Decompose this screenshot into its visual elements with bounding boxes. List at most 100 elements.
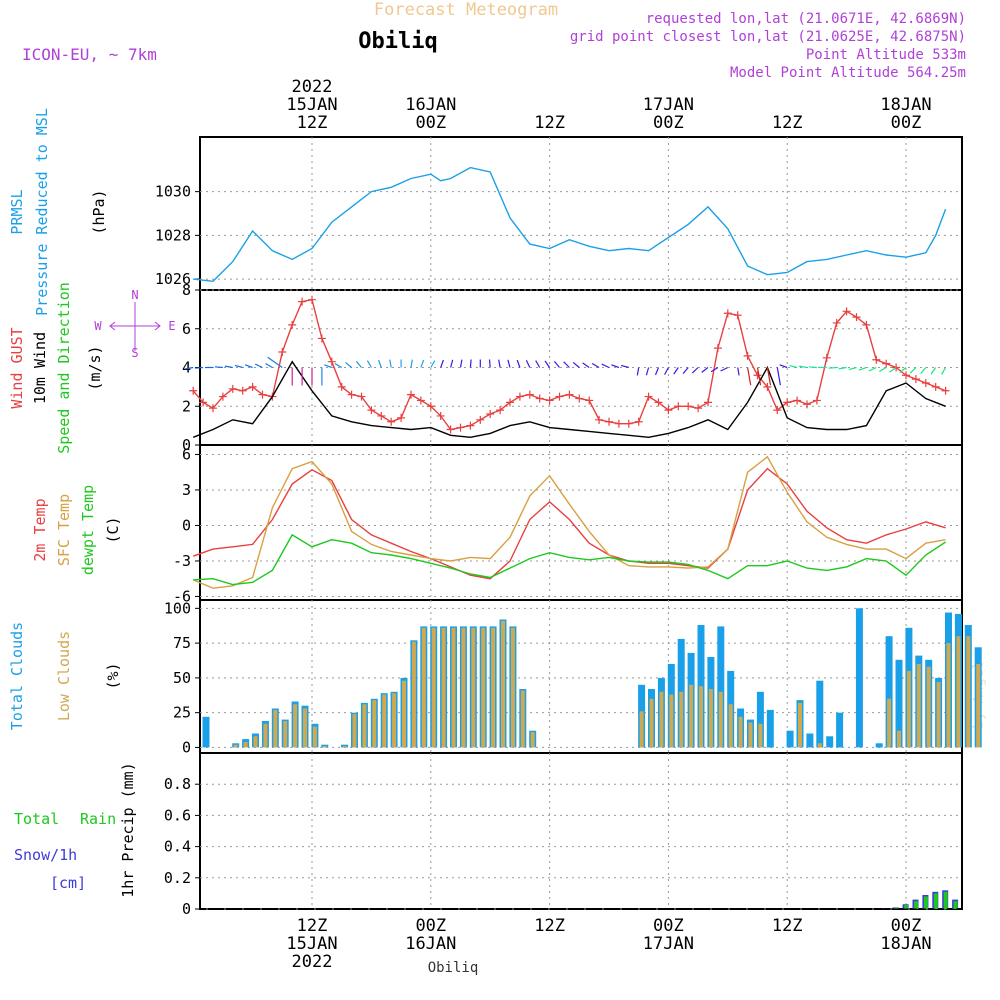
low-cloud-bar [471,627,476,748]
clouds-ytick-label: 100 [164,599,191,617]
gust-marker [189,386,198,395]
top-date-label: 15JAN [286,95,337,115]
wind-direction-arrow [673,367,679,375]
low-cloud-bar [501,620,505,748]
total-clouds-label: Total Clouds [8,622,26,730]
low-cloud-bar [402,680,406,748]
low-cloud-bar [461,627,466,748]
low-cloud-bar [758,723,763,748]
bottom-hour-label: 00Z [653,916,684,936]
gust-marker [862,320,871,329]
wind-direction-arrow [516,359,521,368]
wind-direction-label: Speed and Direction [55,282,73,454]
wind-direction-arrow [355,361,362,368]
wind-direction-arrow [430,360,436,368]
gust-marker [377,411,386,420]
wind-direction-arrow [848,366,857,371]
low-cloud-bar [926,666,931,748]
wind-direction-arrow [267,356,283,368]
low-cloud-bar [738,716,743,748]
gust-marker [882,359,891,368]
rain-bar [953,901,958,909]
low-cloud-bar [887,698,892,748]
low-cloud-bar [669,694,674,748]
clouds-ytick-label: 50 [173,669,191,687]
low-cloud-bar [372,700,377,748]
wind-direction-arrow [737,367,740,376]
gust-marker [436,411,445,420]
bottom-hour-label: 12Z [297,916,328,936]
gust-marker [327,357,336,366]
wind-direction-arrow [195,366,204,369]
low-cloud-bar [708,689,713,748]
wind-direction-arrow [553,361,560,368]
footer-location: Obiliq [428,960,479,976]
gust-marker [496,406,505,415]
wind-direction-arrow [611,364,620,369]
wind-direction-arrow [838,366,847,370]
low-cloud-bar [916,664,921,748]
gust-marker [743,351,752,360]
wind-ytick-label: 8 [182,281,191,299]
gust-marker [565,390,574,399]
gust-marker [298,297,307,306]
wind-10m-label: 10m Wind [31,332,49,404]
precip-ytick-label: 0.4 [164,838,191,856]
gust-marker [941,386,950,395]
pressure-ytick-label: 1026 [155,270,191,288]
bottom-date-label: 18JAN [880,934,931,954]
gust-marker [674,402,683,411]
wind-direction-arrow [378,359,382,368]
wind-ytick-label: 0 [182,436,191,454]
wind-direction-arrow [941,367,947,375]
temperature-ytick-label: 3 [182,481,191,499]
total-rain-label-total: Total [14,810,59,828]
gust-marker [753,371,762,380]
top-hour-label: 12Z [534,113,565,133]
gust-marker [575,394,584,403]
low-cloud-bar [481,627,486,748]
bottom-hour-label: 00Z [891,916,922,936]
low-cloud-bar [342,746,347,748]
wind-direction-arrow [645,367,650,376]
low-cloud-bar [976,664,981,748]
wind-direction-arrow [389,359,392,368]
gust-marker [535,394,544,403]
bottom-year-label: 2022 [292,952,333,972]
cloud-unit-label: (%) [104,662,122,689]
gust-marker [911,375,920,384]
gust-marker [605,417,613,426]
low-cloud-bar [352,714,357,748]
gust-marker [426,402,435,411]
wind-direction-arrow [654,367,660,376]
compass-south: S [131,346,138,360]
wind-direction-arrow [930,367,937,375]
wind-direction-arrow [889,367,897,373]
total-cloud-bar [766,709,774,748]
temperature-series-line [192,467,946,580]
low-cloud-bar [293,704,298,748]
top-hour-label: 12Z [772,113,803,133]
gust-marker [545,396,554,405]
low-cloud-bar [520,690,525,748]
wind-direction-arrow [244,364,253,369]
wind-series-line [192,298,946,431]
total-cloud-bar [806,733,814,748]
rain-bar [904,905,909,909]
low-cloud-bar [897,730,901,748]
low-cloud-bar [303,708,307,748]
bottom-hour-label: 12Z [772,916,803,936]
low-cloud-bar [530,732,535,748]
wind-direction-arrow [345,361,352,368]
temperature-ytick-label: 6 [182,445,191,463]
forecast-title: Forecast Meteogram [374,0,558,20]
total-cloud-bar [885,636,893,748]
wind-direction-arrow [440,359,444,368]
gust-marker [209,404,217,413]
low-cloud-bar [491,627,496,748]
gust-marker [773,406,782,415]
low-cloud-bar [431,627,436,748]
gust-marker [842,307,851,316]
top-hour-label: 00Z [653,113,684,133]
snow-unit-label: [cm] [50,874,86,892]
